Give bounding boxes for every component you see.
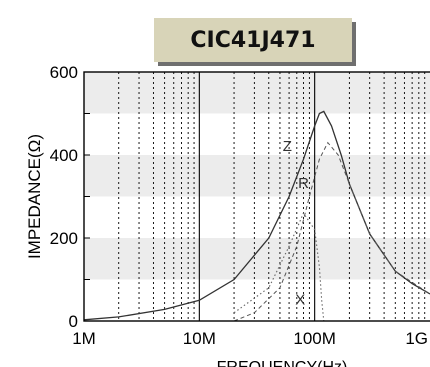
grid-lines bbox=[84, 72, 426, 321]
series-labels: Z R X bbox=[283, 138, 309, 309]
y-bands bbox=[84, 72, 430, 280]
y-tick-label: 400 bbox=[50, 146, 78, 165]
x-axis-label: FREQUENCY(Hz) bbox=[217, 359, 348, 367]
y-band-0 bbox=[84, 238, 430, 280]
y-axis-label: IMPEDANCE(Ω) bbox=[25, 134, 44, 259]
series-label-z: Z bbox=[283, 138, 292, 155]
series-lines bbox=[83, 110, 430, 322]
chart-title: CIC41J471 bbox=[190, 27, 316, 53]
x-tick-label: 1M bbox=[72, 329, 96, 348]
y-tick-label: 0 bbox=[69, 312, 78, 331]
plot-frame bbox=[83, 71, 430, 322]
series-label-r: R bbox=[298, 175, 309, 192]
y-tick-label: 600 bbox=[50, 63, 78, 82]
tick-labels: 1M 10M 100M 1G 0 200 400 600 bbox=[50, 63, 428, 348]
title-box: CIC41J471 bbox=[154, 18, 352, 62]
x-tick-label: 100M bbox=[293, 329, 336, 348]
y-tick-label: 200 bbox=[50, 229, 78, 248]
y-band-1 bbox=[84, 155, 430, 197]
series-z-line bbox=[83, 110, 430, 321]
series-r-line bbox=[233, 141, 430, 322]
x-tick-label: 1G bbox=[405, 329, 428, 348]
y-band-2 bbox=[84, 72, 430, 114]
series-label-x: X bbox=[295, 291, 305, 308]
x-tick-label: 10M bbox=[183, 329, 216, 348]
